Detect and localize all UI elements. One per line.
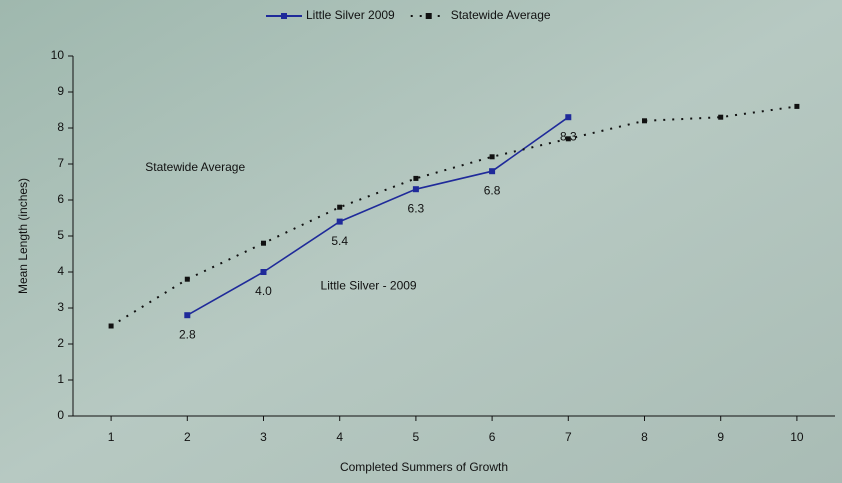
data-point [184,276,190,282]
y-tick-label: 8 [57,120,64,134]
data-point [336,218,343,225]
data-point [261,240,266,246]
x-tick-label: 2 [184,430,191,444]
data-point [489,154,495,160]
x-tick-label: 8 [641,430,648,444]
data-point [565,136,571,142]
data-point [794,103,800,109]
data-point [642,118,647,124]
data-point [565,114,572,121]
data-point [184,312,191,319]
data-point [718,114,724,120]
x-tick-label: 6 [489,430,496,444]
y-tick-label: 1 [57,372,64,386]
legend-marker [425,13,432,19]
data-label: 2.8 [179,327,196,341]
data-point [412,186,419,193]
y-tick-label: 3 [57,300,64,314]
y-tick-label: 4 [57,264,64,278]
data-label: 4.0 [255,284,272,298]
x-tick-label: 1 [108,430,115,444]
x-tick-label: 3 [260,430,267,444]
data-label: 6.3 [408,201,425,215]
legend-label: Little Silver 2009 [306,8,395,22]
legend-label: Statewide Average [451,8,551,22]
y-tick-label: 6 [57,192,64,206]
x-axis-title: Completed Summers of Growth [340,460,508,474]
data-point [413,175,419,181]
data-label: 5.4 [331,234,348,248]
x-tick-label: 7 [565,430,572,444]
legend-marker [281,13,287,19]
series-line [110,105,798,327]
x-tick-label: 10 [790,430,804,444]
data-point [489,168,496,175]
x-tick-label: 4 [336,430,343,444]
y-tick-label: 10 [51,48,65,62]
annotation: Statewide Average [145,160,245,174]
annotation: Little Silver - 2009 [321,279,417,293]
data-point [337,204,343,210]
data-point [260,269,267,275]
y-tick-label: 2 [57,336,64,350]
y-tick-label: 5 [57,228,64,242]
series-line [186,116,569,316]
x-tick-label: 5 [413,430,420,444]
y-tick-label: 9 [57,84,64,98]
y-tick-label: 0 [57,408,64,422]
y-tick-label: 7 [57,156,64,170]
y-axis-title: Mean Length (inches) [16,178,30,294]
data-label: 6.8 [484,183,501,197]
x-tick-label: 9 [717,430,724,444]
data-point [108,323,114,329]
